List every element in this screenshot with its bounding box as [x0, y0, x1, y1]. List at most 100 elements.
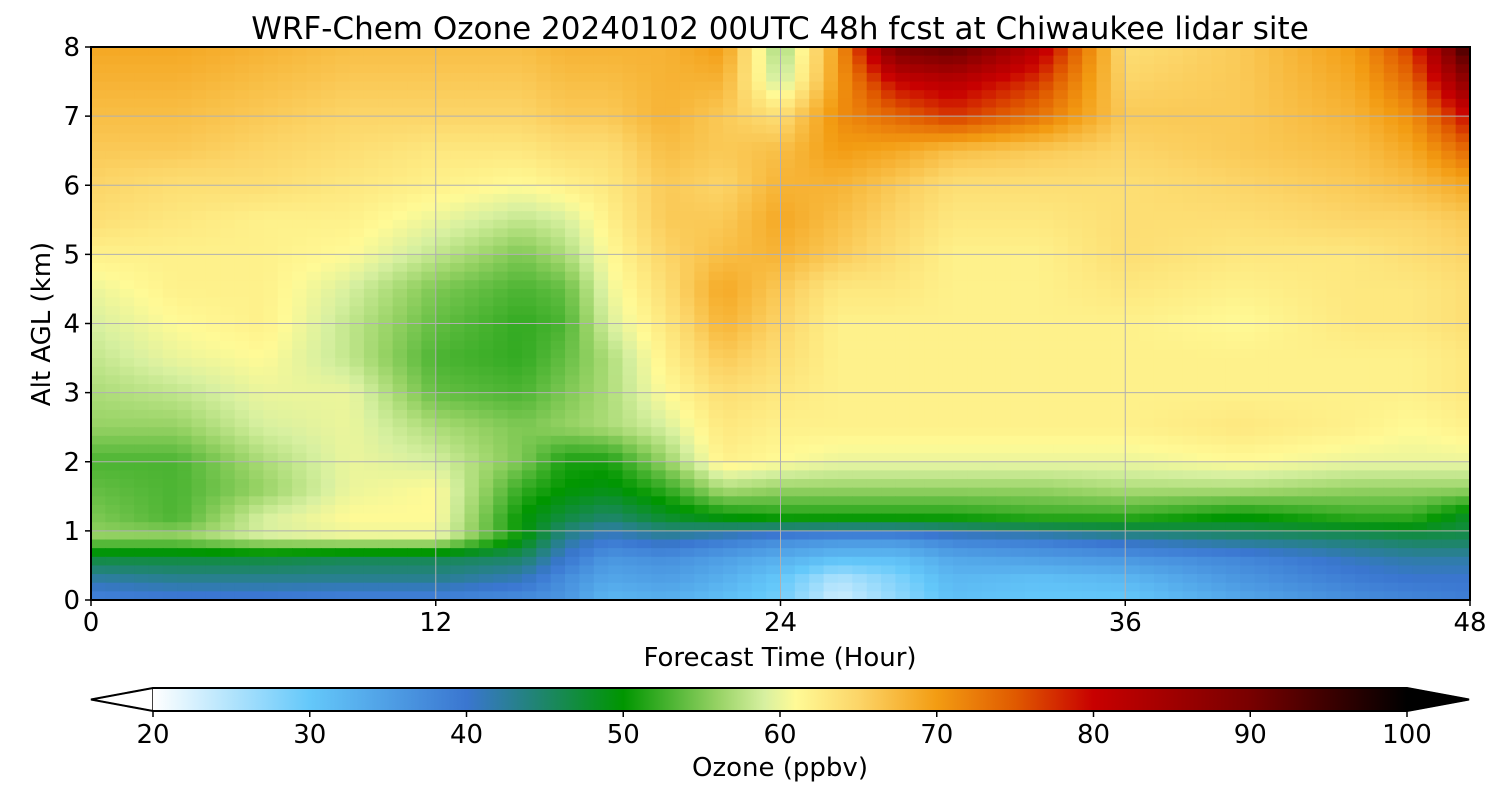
heatmap-cell	[1283, 254, 1299, 264]
heatmap-cell	[809, 288, 825, 299]
heatmap-cell	[1096, 176, 1112, 186]
heatmap-cell	[608, 271, 624, 281]
heatmap-cell	[995, 349, 1011, 359]
heatmap-cell	[852, 219, 868, 230]
heatmap-cell	[1441, 90, 1457, 100]
heatmap-cell	[478, 444, 494, 454]
heatmap-cell	[1455, 306, 1470, 316]
heatmap-cell	[737, 159, 753, 169]
heatmap-cell	[780, 237, 796, 247]
heatmap-cell	[1268, 72, 1284, 83]
heatmap-cell	[737, 487, 753, 497]
heatmap-cell	[378, 323, 394, 333]
heatmap-cell	[938, 202, 954, 212]
heatmap-cell	[809, 280, 825, 290]
heatmap-cell	[636, 167, 652, 178]
heatmap-cell	[665, 55, 681, 65]
heatmap-cell	[162, 288, 178, 299]
heatmap-cell	[1326, 124, 1342, 135]
heatmap-cell	[938, 176, 954, 186]
heatmap-cell	[277, 427, 293, 437]
heatmap-cell	[263, 470, 279, 480]
heatmap-cell	[1082, 297, 1098, 307]
heatmap-cell	[507, 185, 523, 195]
heatmap-cell	[622, 55, 638, 65]
heatmap-cell	[1441, 55, 1457, 65]
heatmap-cell	[392, 427, 408, 437]
heatmap-cell	[952, 427, 968, 437]
heatmap-cell	[1455, 288, 1470, 299]
heatmap-cell	[636, 461, 652, 471]
heatmap-cell	[378, 124, 394, 135]
heatmap-cell	[148, 349, 164, 359]
heatmap-cell	[651, 159, 667, 169]
heatmap-cell	[378, 358, 394, 368]
heatmap-cell	[1053, 176, 1069, 186]
heatmap-cell	[881, 64, 897, 74]
heatmap-cell	[708, 219, 724, 230]
heatmap-cell	[1197, 254, 1213, 264]
heatmap-cell	[751, 479, 767, 489]
heatmap-cell	[1153, 47, 1169, 57]
heatmap-cell	[952, 254, 968, 264]
heatmap-cell	[1182, 409, 1198, 420]
heatmap-cell	[794, 340, 810, 351]
heatmap-cell	[794, 366, 810, 376]
heatmap-cell	[1168, 228, 1184, 238]
heatmap-cell	[938, 124, 954, 135]
heatmap-cell	[1383, 193, 1399, 204]
heatmap-cell	[1240, 280, 1256, 290]
heatmap-cell	[608, 332, 624, 342]
heatmap-cell	[981, 340, 997, 351]
heatmap-cell	[493, 427, 509, 437]
heatmap-cell	[1010, 306, 1026, 316]
heatmap-cell	[1039, 142, 1055, 152]
heatmap-cell	[320, 383, 336, 394]
heatmap-cell	[766, 444, 782, 454]
heatmap-cell	[909, 392, 925, 402]
heatmap-cell	[866, 254, 882, 264]
heatmap-cell	[608, 64, 624, 74]
heatmap-cell	[1268, 392, 1284, 402]
heatmap-cell	[119, 219, 135, 230]
heatmap-cell	[1039, 176, 1055, 186]
heatmap-cell	[105, 487, 121, 497]
heatmap-cell	[593, 332, 609, 342]
heatmap-cell	[91, 263, 106, 273]
heatmap-cell	[435, 98, 451, 109]
heatmap-cell	[249, 323, 264, 333]
heatmap-cell	[363, 228, 379, 238]
heatmap-cell	[407, 453, 422, 463]
heatmap-cell	[1110, 358, 1126, 368]
heatmap-cell	[306, 72, 322, 83]
heatmap-cell	[1254, 124, 1270, 135]
heatmap-cell	[378, 159, 394, 169]
heatmap-cell	[392, 211, 408, 221]
heatmap-cell	[665, 427, 681, 437]
heatmap-cell	[234, 444, 250, 454]
heatmap-cell	[464, 340, 480, 351]
heatmap-cell	[91, 193, 106, 204]
heatmap-cell	[191, 90, 207, 100]
heatmap-cell	[435, 90, 451, 100]
heatmap-cell	[823, 124, 839, 135]
heatmap-cell	[306, 427, 322, 437]
heatmap-cell	[794, 81, 810, 91]
heatmap-cell	[823, 435, 839, 446]
heatmap-cell	[435, 263, 451, 273]
heatmap-cell	[895, 237, 911, 247]
heatmap-cell	[1067, 461, 1083, 471]
heatmap-cell	[866, 219, 882, 230]
heatmap-cell	[1010, 487, 1026, 497]
heatmap-cell	[521, 185, 537, 195]
heatmap-cell	[938, 167, 954, 178]
heatmap-cell	[521, 107, 537, 117]
heatmap-cell	[119, 427, 135, 437]
heatmap-cell	[1153, 401, 1169, 411]
heatmap-cell	[162, 306, 178, 316]
heatmap-cell	[1168, 219, 1184, 230]
heatmap-cell	[1182, 159, 1198, 169]
heatmap-cell	[723, 133, 738, 143]
heatmap-cell	[1153, 444, 1169, 454]
heatmap-cell	[1297, 245, 1313, 255]
